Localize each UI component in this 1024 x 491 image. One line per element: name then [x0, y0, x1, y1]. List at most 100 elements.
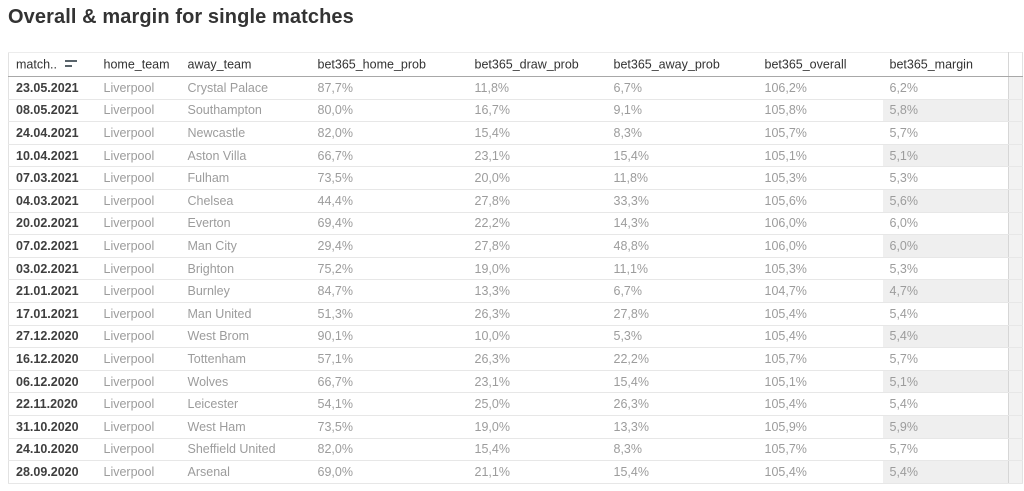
cell-bet365-draw-prob[interactable]: 19,0%: [467, 257, 607, 281]
cell-bet365-overall[interactable]: 105,4%: [757, 325, 883, 349]
cell-bet365-draw-prob[interactable]: 15,4%: [467, 438, 607, 462]
column-header-match-date[interactable]: match..: [8, 52, 97, 77]
cell-bet365-home-prob[interactable]: 84,7%: [310, 279, 468, 303]
cell-bet365-away-prob[interactable]: 8,3%: [606, 438, 758, 462]
cell-bet365-margin[interactable]: 5,1%: [882, 144, 1009, 168]
cell-bet365-overall[interactable]: 106,0%: [757, 234, 883, 258]
cell-bet365-margin[interactable]: 6,0%: [882, 234, 1009, 258]
cell-away-team[interactable]: West Ham: [180, 415, 311, 439]
cell-match-date[interactable]: 31.10.2020: [8, 415, 97, 439]
cell-away-team[interactable]: Man City: [180, 234, 311, 258]
cell-home-team[interactable]: Liverpool: [96, 144, 181, 168]
cell-match-date[interactable]: 07.03.2021: [8, 166, 97, 190]
cell-bet365-overall[interactable]: 105,4%: [757, 302, 883, 326]
cell-bet365-home-prob[interactable]: 82,0%: [310, 121, 468, 145]
cell-bet365-away-prob[interactable]: 15,4%: [606, 460, 758, 484]
cell-bet365-draw-prob[interactable]: 16,7%: [467, 99, 607, 123]
cell-bet365-home-prob[interactable]: 44,4%: [310, 189, 468, 213]
cell-bet365-overall[interactable]: 105,8%: [757, 99, 883, 123]
cell-bet365-away-prob[interactable]: 13,3%: [606, 415, 758, 439]
cell-home-team[interactable]: Liverpool: [96, 257, 181, 281]
cell-bet365-margin[interactable]: 5,7%: [882, 438, 1009, 462]
cell-bet365-home-prob[interactable]: 80,0%: [310, 99, 468, 123]
cell-bet365-draw-prob[interactable]: 10,0%: [467, 325, 607, 349]
cell-bet365-home-prob[interactable]: 29,4%: [310, 234, 468, 258]
cell-bet365-draw-prob[interactable]: 27,8%: [467, 234, 607, 258]
cell-bet365-draw-prob[interactable]: 27,8%: [467, 189, 607, 213]
column-header-bet365-away-prob[interactable]: bet365_away_prob: [606, 52, 758, 77]
cell-bet365-draw-prob[interactable]: 22,2%: [467, 212, 607, 236]
cell-bet365-margin[interactable]: 6,2%: [882, 76, 1009, 100]
cell-bet365-overall[interactable]: 105,3%: [757, 166, 883, 190]
cell-match-date[interactable]: 21.01.2021: [8, 279, 97, 303]
cell-bet365-margin[interactable]: 5,4%: [882, 460, 1009, 484]
cell-bet365-draw-prob[interactable]: 15,4%: [467, 121, 607, 145]
cell-bet365-overall[interactable]: 105,7%: [757, 347, 883, 371]
cell-bet365-margin[interactable]: 4,7%: [882, 279, 1009, 303]
cell-bet365-away-prob[interactable]: 11,8%: [606, 166, 758, 190]
cell-bet365-draw-prob[interactable]: 25,0%: [467, 392, 607, 416]
cell-bet365-margin[interactable]: 5,3%: [882, 166, 1009, 190]
column-header-bet365-draw-prob[interactable]: bet365_draw_prob: [467, 52, 607, 77]
cell-home-team[interactable]: Liverpool: [96, 370, 181, 394]
sort-descending-icon[interactable]: [65, 59, 78, 69]
cell-away-team[interactable]: Arsenal: [180, 460, 311, 484]
cell-match-date[interactable]: 07.02.2021: [8, 234, 97, 258]
cell-bet365-home-prob[interactable]: 82,0%: [310, 438, 468, 462]
cell-away-team[interactable]: Man United: [180, 302, 311, 326]
cell-bet365-away-prob[interactable]: 11,1%: [606, 257, 758, 281]
column-header-bet365-margin[interactable]: bet365_margin: [882, 52, 1009, 77]
cell-bet365-margin[interactable]: 5,4%: [882, 325, 1009, 349]
cell-match-date[interactable]: 16.12.2020: [8, 347, 97, 371]
cell-bet365-draw-prob[interactable]: 20,0%: [467, 166, 607, 190]
cell-away-team[interactable]: Crystal Palace: [180, 76, 311, 100]
cell-bet365-home-prob[interactable]: 51,3%: [310, 302, 468, 326]
cell-match-date[interactable]: 03.02.2021: [8, 257, 97, 281]
cell-bet365-home-prob[interactable]: 66,7%: [310, 144, 468, 168]
cell-bet365-away-prob[interactable]: 9,1%: [606, 99, 758, 123]
cell-away-team[interactable]: Fulham: [180, 166, 311, 190]
cell-match-date[interactable]: 23.05.2021: [8, 76, 97, 100]
cell-bet365-draw-prob[interactable]: 23,1%: [467, 144, 607, 168]
cell-bet365-away-prob[interactable]: 33,3%: [606, 189, 758, 213]
cell-bet365-overall[interactable]: 105,1%: [757, 370, 883, 394]
cell-bet365-home-prob[interactable]: 66,7%: [310, 370, 468, 394]
cell-bet365-margin[interactable]: 5,6%: [882, 189, 1009, 213]
cell-away-team[interactable]: Southampton: [180, 99, 311, 123]
cell-bet365-home-prob[interactable]: 73,5%: [310, 166, 468, 190]
cell-bet365-home-prob[interactable]: 57,1%: [310, 347, 468, 371]
cell-home-team[interactable]: Liverpool: [96, 189, 181, 213]
cell-bet365-overall[interactable]: 106,2%: [757, 76, 883, 100]
cell-bet365-draw-prob[interactable]: 11,8%: [467, 76, 607, 100]
column-header-away-team[interactable]: away_team: [180, 52, 311, 77]
cell-bet365-away-prob[interactable]: 8,3%: [606, 121, 758, 145]
cell-home-team[interactable]: Liverpool: [96, 460, 181, 484]
cell-home-team[interactable]: Liverpool: [96, 438, 181, 462]
cell-match-date[interactable]: 06.12.2020: [8, 370, 97, 394]
cell-bet365-home-prob[interactable]: 54,1%: [310, 392, 468, 416]
cell-bet365-home-prob[interactable]: 73,5%: [310, 415, 468, 439]
cell-home-team[interactable]: Liverpool: [96, 415, 181, 439]
cell-match-date[interactable]: 24.10.2020: [8, 438, 97, 462]
cell-bet365-away-prob[interactable]: 22,2%: [606, 347, 758, 371]
cell-home-team[interactable]: Liverpool: [96, 325, 181, 349]
cell-bet365-draw-prob[interactable]: 19,0%: [467, 415, 607, 439]
cell-bet365-home-prob[interactable]: 75,2%: [310, 257, 468, 281]
cell-bet365-away-prob[interactable]: 15,4%: [606, 370, 758, 394]
cell-home-team[interactable]: Liverpool: [96, 392, 181, 416]
cell-away-team[interactable]: Wolves: [180, 370, 311, 394]
cell-bet365-overall[interactable]: 105,7%: [757, 121, 883, 145]
cell-home-team[interactable]: Liverpool: [96, 279, 181, 303]
cell-bet365-overall[interactable]: 105,6%: [757, 189, 883, 213]
cell-match-date[interactable]: 28.09.2020: [8, 460, 97, 484]
cell-bet365-overall[interactable]: 105,4%: [757, 392, 883, 416]
cell-away-team[interactable]: Newcastle: [180, 121, 311, 145]
cell-home-team[interactable]: Liverpool: [96, 302, 181, 326]
cell-bet365-home-prob[interactable]: 69,4%: [310, 212, 468, 236]
cell-away-team[interactable]: West Brom: [180, 325, 311, 349]
cell-bet365-draw-prob[interactable]: 26,3%: [467, 347, 607, 371]
cell-match-date[interactable]: 04.03.2021: [8, 189, 97, 213]
cell-bet365-margin[interactable]: 5,9%: [882, 415, 1009, 439]
cell-home-team[interactable]: Liverpool: [96, 99, 181, 123]
cell-match-date[interactable]: 10.04.2021: [8, 144, 97, 168]
